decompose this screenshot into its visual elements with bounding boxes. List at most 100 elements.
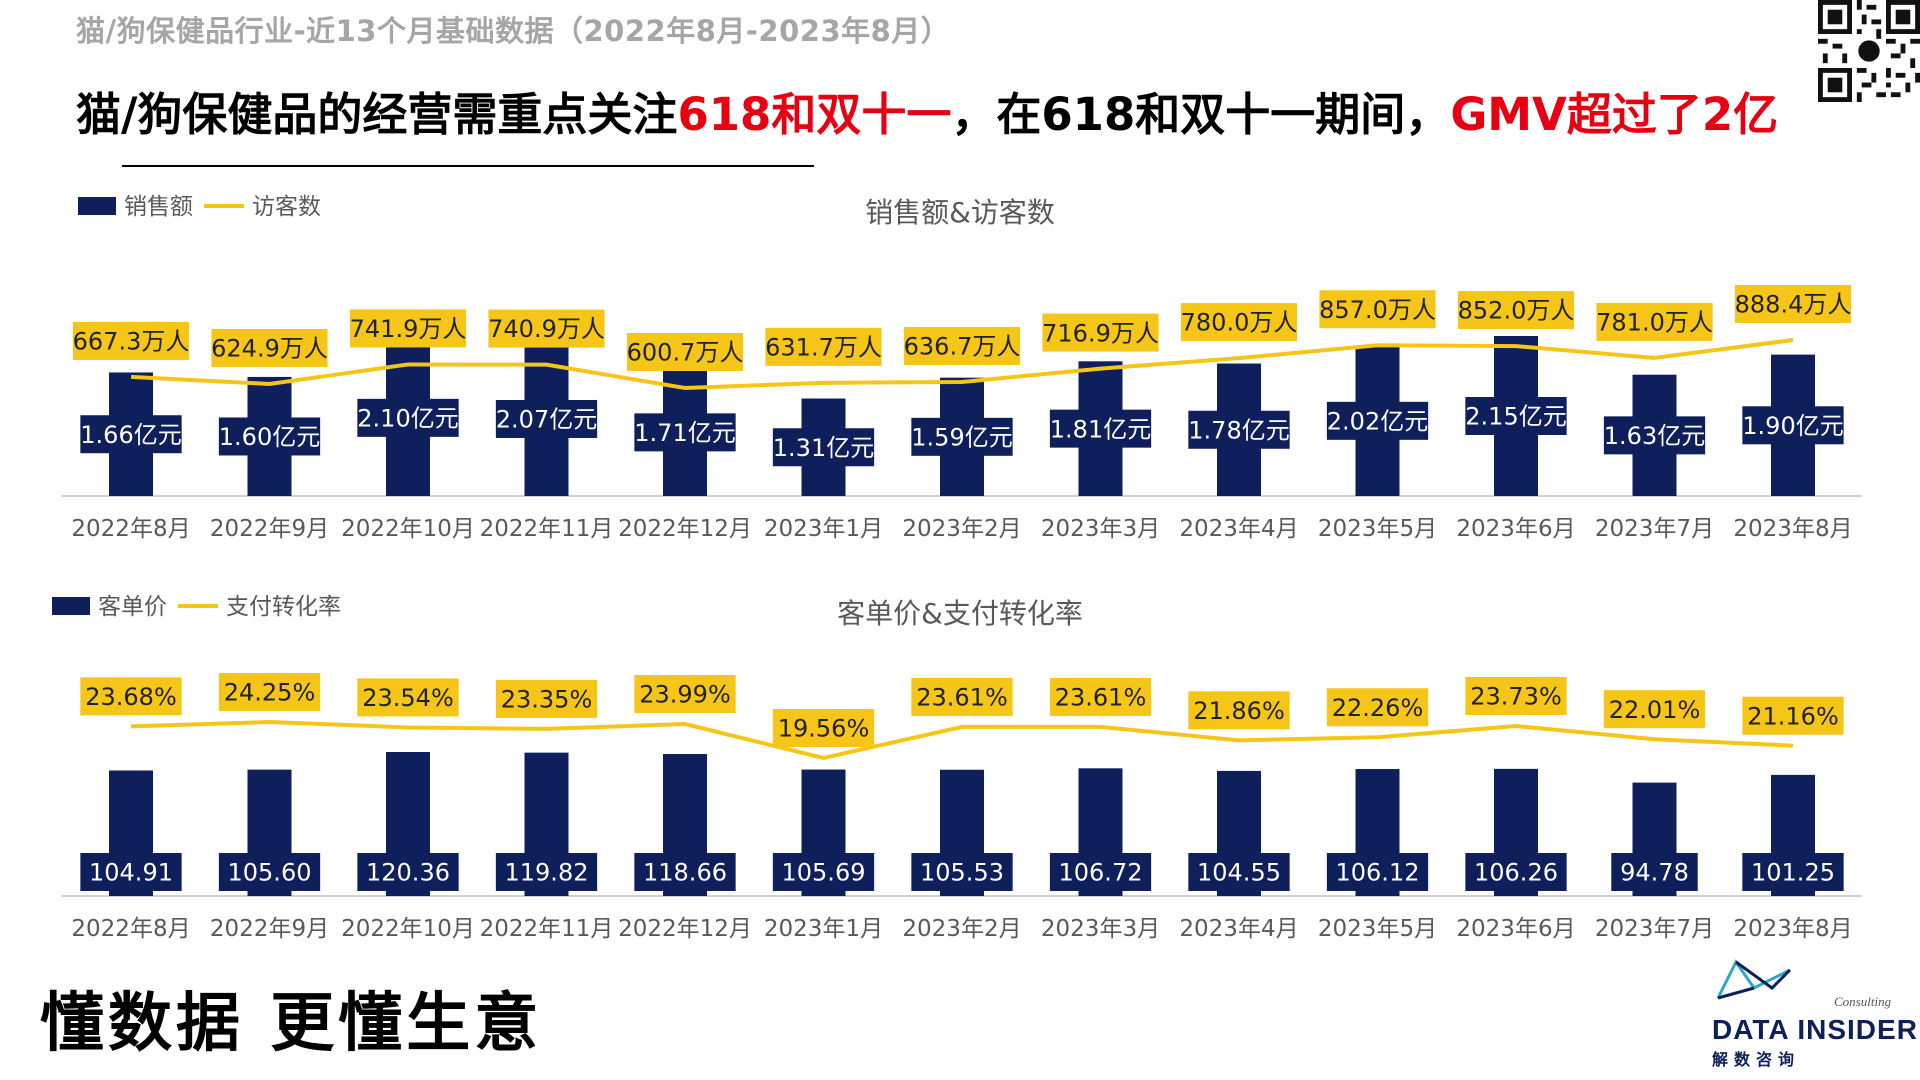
bar-label-5-box bbox=[772, 428, 875, 467]
line-label-2-box bbox=[349, 309, 467, 348]
x-tick-label: 2022年10月 bbox=[341, 916, 475, 942]
qr-code-icon bbox=[1818, 0, 1920, 102]
x-tick-label: 2023年7月 bbox=[1595, 516, 1714, 542]
line-label-11: 22.01% bbox=[1609, 696, 1701, 724]
bar-label-5-box bbox=[772, 853, 875, 891]
legend-label-bar: 客单价 bbox=[98, 594, 167, 620]
line-label-4-box bbox=[634, 674, 736, 713]
line-label-11-box bbox=[1603, 690, 1706, 729]
page-headline: 猫/狗保健品的经营需重点关注618和双十一，在618和双十一期间，GMV超过了2… bbox=[76, 78, 1778, 143]
line-label-9-box bbox=[1319, 290, 1436, 329]
bar-label-4: 1.71亿元 bbox=[634, 419, 735, 447]
bar-label-0: 1.66亿元 bbox=[80, 421, 181, 449]
chart-title: 客单价&支付转化率 bbox=[837, 597, 1083, 630]
x-tick-label: 2023年3月 bbox=[1041, 516, 1160, 542]
headline-highlight-2: GMV超过了2亿 bbox=[1450, 88, 1779, 141]
legend-swatch-销售额 bbox=[78, 197, 116, 215]
line-label-3-box bbox=[495, 679, 598, 718]
bar-label-3-box bbox=[495, 399, 598, 438]
bar-label-1-box bbox=[218, 853, 321, 891]
bar-label-12-box bbox=[1742, 853, 1844, 891]
bar-label-8-box bbox=[1188, 853, 1290, 891]
headline-text-2: ，在618和双十一期间， bbox=[951, 88, 1451, 141]
series-line-支付转化率 bbox=[130, 719, 1794, 761]
line-label-10-box bbox=[1465, 676, 1567, 715]
x-tick-label: 2022年11月 bbox=[480, 516, 614, 542]
x-tick-label: 2023年4月 bbox=[1179, 916, 1298, 942]
bar-label-2: 2.10亿元 bbox=[357, 405, 458, 433]
line-label-6: 636.7万人 bbox=[904, 333, 1021, 361]
bar-label-9-box bbox=[1326, 853, 1429, 891]
x-tick-label: 2022年12月 bbox=[618, 516, 752, 542]
x-tick-label: 2023年7月 bbox=[1595, 916, 1714, 942]
line-label-2: 23.54% bbox=[362, 684, 454, 712]
line-label-4: 23.99% bbox=[639, 681, 731, 709]
line-label-7: 23.61% bbox=[1055, 684, 1147, 712]
line-label-9: 857.0万人 bbox=[1319, 296, 1436, 324]
line-label-10: 23.73% bbox=[1470, 683, 1562, 711]
bar-label-3: 119.82 bbox=[505, 859, 589, 887]
bar-label-10-box bbox=[1465, 397, 1567, 435]
line-label-1-box bbox=[211, 328, 328, 367]
line-label-5-box bbox=[765, 327, 882, 366]
line-label-12: 21.16% bbox=[1747, 702, 1839, 730]
bar-label-10: 106.26 bbox=[1474, 859, 1558, 887]
bar-label-8: 104.55 bbox=[1197, 859, 1281, 887]
bar-label-5: 1.31亿元 bbox=[773, 434, 874, 462]
bar-label-0: 104.91 bbox=[89, 859, 173, 887]
bar-label-0-box bbox=[80, 853, 182, 891]
logo-consulting-text: Consulting bbox=[1834, 994, 1892, 1009]
line-label-2-box bbox=[357, 678, 459, 717]
legend-label-line: 访客数 bbox=[252, 194, 321, 220]
line-label-3: 740.9万人 bbox=[488, 315, 605, 343]
line-label-8-box bbox=[1188, 691, 1290, 730]
line-label-1: 24.25% bbox=[224, 679, 316, 707]
x-tick-label: 2022年11月 bbox=[480, 916, 614, 942]
bar-label-8-box bbox=[1188, 410, 1290, 449]
bar-label-7: 1.81亿元 bbox=[1050, 415, 1151, 443]
series-line-访客数 bbox=[130, 338, 1794, 391]
bar-label-11: 94.78 bbox=[1620, 859, 1689, 887]
headline-text-1: 猫/狗保健品的经营需重点关注 bbox=[76, 88, 678, 141]
logo-chinese-text: 解数咨询 bbox=[1712, 1050, 1801, 1069]
x-tick-label: 2023年8月 bbox=[1733, 916, 1852, 942]
bar-label-7-box bbox=[1049, 409, 1152, 448]
x-tick-label: 2023年4月 bbox=[1179, 516, 1298, 542]
bar-label-11-box bbox=[1611, 853, 1698, 891]
line-label-0: 23.68% bbox=[85, 683, 177, 711]
line-label-7-box bbox=[1042, 313, 1159, 352]
bar-label-12-box bbox=[1742, 406, 1844, 445]
line-label-5: 631.7万人 bbox=[765, 333, 882, 361]
headline-highlight-1: 618和双十一 bbox=[677, 88, 952, 141]
bar-label-4-box bbox=[634, 853, 736, 891]
data-insider-logo: Consulting DATA INSIDER 解数咨询 bbox=[1708, 958, 1917, 1069]
x-tick-label: 2023年1月 bbox=[764, 916, 883, 942]
line-label-6-box bbox=[903, 326, 1021, 365]
line-label-6: 23.61% bbox=[916, 684, 1008, 712]
bar-label-12: 101.25 bbox=[1751, 859, 1835, 887]
bar-label-0-box bbox=[80, 415, 182, 454]
bar-label-2-box bbox=[357, 398, 459, 437]
page-subtitle: 猫/狗保健品行业-近13个月基础数据（2022年8月-2023年8月） bbox=[76, 14, 951, 48]
bar-label-2-box bbox=[357, 853, 459, 891]
bar-label-7-box bbox=[1049, 853, 1152, 891]
bar-label-1: 105.60 bbox=[228, 859, 312, 887]
x-tick-label: 2022年8月 bbox=[71, 516, 190, 542]
bar-label-1: 1.60亿元 bbox=[219, 423, 320, 451]
line-label-10-box bbox=[1457, 291, 1575, 330]
x-tick-label: 2023年6月 bbox=[1456, 516, 1575, 542]
line-label-12: 888.4万人 bbox=[1735, 291, 1852, 319]
bar-label-8: 1.78亿元 bbox=[1188, 416, 1289, 444]
bar-label-5: 105.69 bbox=[782, 859, 866, 887]
x-tick-label: 2022年8月 bbox=[71, 916, 190, 942]
line-label-5: 19.56% bbox=[778, 715, 870, 743]
line-label-11-box bbox=[1596, 302, 1713, 341]
x-tick-label: 2023年5月 bbox=[1318, 516, 1437, 542]
bar-label-12: 1.90亿元 bbox=[1742, 412, 1843, 440]
bar-label-11-box bbox=[1603, 416, 1706, 455]
x-tick-label: 2023年5月 bbox=[1318, 916, 1437, 942]
bar-label-4: 118.66 bbox=[643, 859, 727, 887]
bar-label-6-box bbox=[911, 853, 1013, 891]
line-label-7-box bbox=[1049, 677, 1152, 716]
logo-main-text: DATA INSIDER bbox=[1712, 1014, 1918, 1045]
